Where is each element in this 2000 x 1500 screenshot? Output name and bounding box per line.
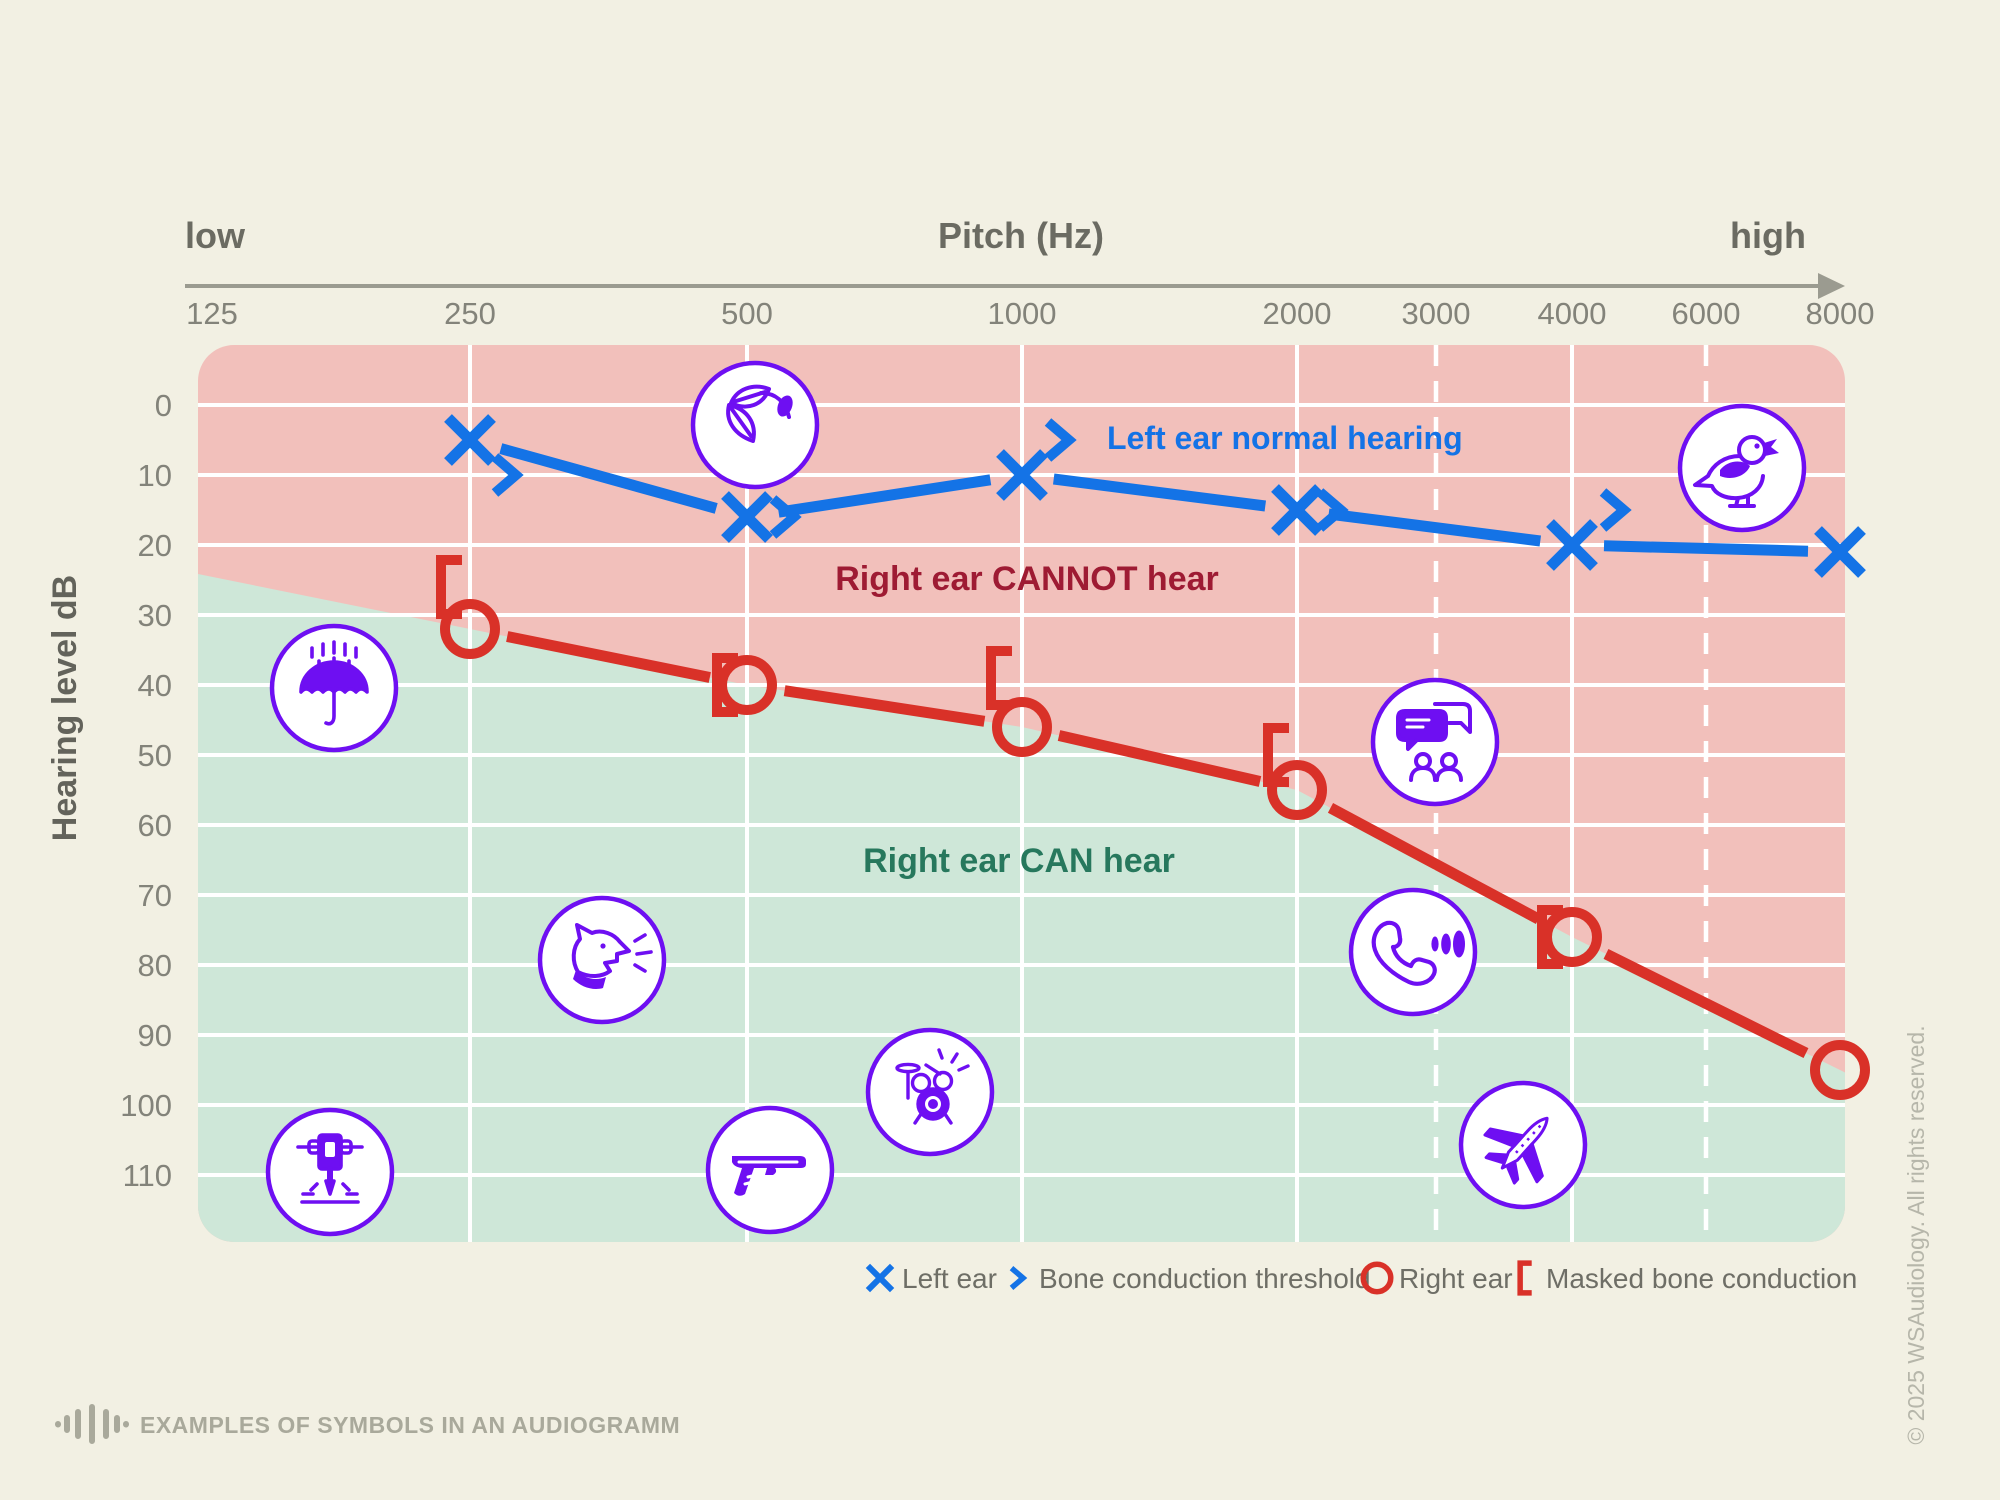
x-tick-250: 250 [444,296,496,331]
y-axis-ticks: 0 10 20 30 40 50 60 70 80 90 100 110 [120,388,172,1193]
y-tick-100: 100 [120,1088,172,1123]
y-tick-90: 90 [138,1018,172,1053]
series-segment [499,443,718,514]
pitch-high-label: high [1730,215,1806,256]
series-lines [499,443,1809,1059]
x-marker [1271,484,1323,536]
singing-bird-icon [1677,403,1807,533]
chevron-marker [491,453,524,497]
series-segment [1603,948,1809,1059]
series-segment [1327,803,1542,924]
y-tick-70: 70 [138,878,172,913]
x-tick-6000: 6000 [1672,296,1741,331]
x-marker [444,414,496,466]
pitch-low-label: low [185,215,246,256]
x-tick-3000: 3000 [1402,296,1471,331]
footer-caption: EXAMPLES OF SYMBOLS IN AN AUDIOGRAMM [140,1412,680,1438]
chevron-marker [1599,488,1632,532]
legend-label-bracket-marker: Masked bone conduction [1546,1263,1857,1294]
series-segment [1057,730,1262,787]
circle-marker [1360,1261,1394,1295]
barking-dog-icon [537,895,667,1025]
x-tick-2000: 2000 [1263,296,1332,331]
y-tick-110: 110 [123,1158,172,1193]
legend-label-chevron-marker: Bone conduction threshold [1039,1263,1371,1294]
circle-marker [440,599,500,659]
series-segment [1053,473,1266,512]
hearing-level-axis-title: Hearing level dB [46,575,84,841]
series-segment [777,474,992,518]
y-tick-40: 40 [138,668,172,703]
series-segment [783,685,986,727]
y-tick-60: 60 [138,808,172,843]
handgun-icon [705,1105,835,1235]
bracket-marker [986,646,1012,710]
y-tick-0: 0 [155,388,172,423]
left-ear-annotation: Left ear normal hearing [1107,420,1463,456]
falling-leaves-icon [690,360,820,490]
phone-ringing-icon-circle [1348,887,1478,1017]
jackhammer-icon [265,1107,395,1237]
y-tick-10: 10 [138,458,172,493]
barking-dog-icon-circle [537,895,667,1025]
circle-marker [1267,760,1327,820]
conversation-icon [1370,677,1500,807]
cannot-hear-annotation: Right ear CANNOT hear [835,560,1219,598]
bracket-marker [712,653,738,717]
x-tick-8000: 8000 [1806,296,1875,331]
y-tick-30: 30 [138,598,172,633]
circle-marker [1810,1040,1870,1100]
bracket-marker [1537,905,1563,969]
series-segment [506,631,711,683]
series-segment [1328,508,1541,547]
legend-label-circle-marker: Right ear [1399,1263,1513,1294]
x-marker [1814,526,1866,578]
chevron-marker [1009,1266,1028,1290]
y-tick-20: 20 [138,528,172,563]
y-tick-50: 50 [138,738,172,773]
plot-area [198,345,1845,1242]
umbrella-rain-icon [269,623,399,753]
footer: EXAMPLES OF SYMBOLS IN AN AUDIOGRAMM [58,1407,680,1441]
chevron-marker [1316,488,1349,532]
y-tick-80: 80 [138,948,172,983]
x-marker [996,449,1048,501]
airplane-icon [1458,1080,1588,1210]
series-markers [436,414,1870,1100]
copyright-notice: © 2025 WSAudiology. All rights reserved. [1903,1025,1929,1444]
series-segment [1603,540,1809,557]
pitch-axis-arrow [185,273,1845,299]
drum-kit-icon [865,1027,995,1157]
sound-example-icons [265,360,1807,1237]
x-tick-125: 125 [186,296,238,331]
legend: Left ear Bone conduction threshold Right e… [865,1260,1857,1296]
chevron-marker [1044,418,1077,462]
x-tick-1000: 1000 [988,296,1057,331]
falling-leaves-icon-circle [690,360,820,490]
x-marker [865,1263,895,1293]
circle-marker [992,697,1052,757]
chevron-marker [769,495,802,539]
phone-ringing-icon [1348,887,1478,1017]
bracket-marker [436,555,462,619]
pitch-axis-title: Pitch (Hz) [938,215,1104,256]
x-tick-4000: 4000 [1538,296,1607,331]
bracket-marker [1517,1260,1532,1296]
x-tick-500: 500 [721,296,773,331]
x-axis-ticks: 125 250 500 1000 2000 3000 4000 6000 8000 [186,296,1874,331]
legend-label-x-marker: Left ear [902,1263,997,1294]
bracket-marker [1263,723,1289,787]
can-hear-annotation: Right ear CAN hear [863,842,1175,880]
x-marker [1546,519,1598,571]
x-marker [721,491,773,543]
